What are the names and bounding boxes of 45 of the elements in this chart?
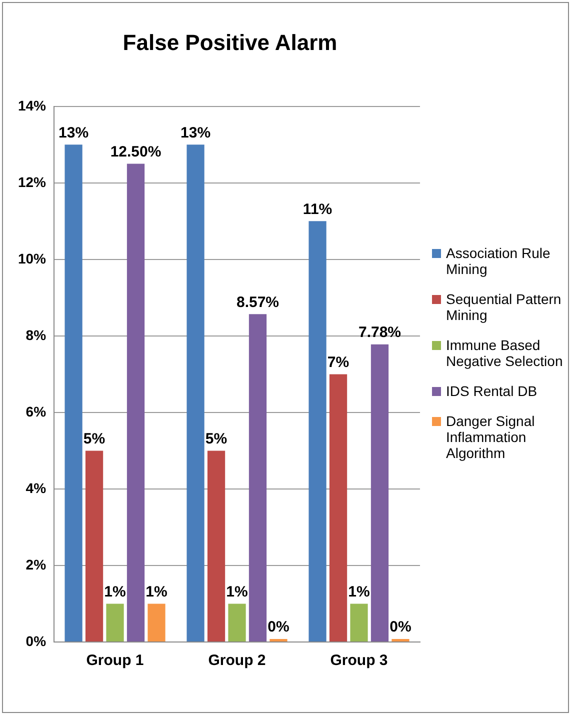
data-label: 0% <box>390 618 412 636</box>
data-label: 1% <box>348 583 370 600</box>
bar <box>248 314 267 642</box>
data-label: 1% <box>104 583 126 600</box>
data-label: 11% <box>302 200 332 218</box>
bar <box>350 604 368 642</box>
y-tick-label: 6% <box>26 403 47 420</box>
y-tick-label: 2% <box>26 556 47 572</box>
bar <box>329 374 348 642</box>
legend-label: Sequential Pattern Mining <box>446 291 562 323</box>
bar <box>106 604 124 642</box>
x-tick-label: Group 1 <box>86 652 144 670</box>
y-tick-label: 8% <box>26 326 47 343</box>
legend-label: Immune Based Negative Selection <box>446 337 564 369</box>
data-label: 8.57% <box>236 294 280 311</box>
bar <box>228 604 246 642</box>
bar <box>85 450 104 642</box>
data-label: 1% <box>146 583 168 600</box>
data-label: 13% <box>180 124 211 142</box>
legend-label: Danger Signal Inflammation Algorithm <box>446 413 536 461</box>
data-label: 12.50% <box>110 143 162 160</box>
bar <box>64 144 82 642</box>
data-label: 13% <box>58 124 89 142</box>
data-label: 5% <box>83 430 106 448</box>
bar <box>207 450 226 642</box>
bar <box>148 604 166 642</box>
bar <box>186 144 204 642</box>
bar <box>126 164 145 642</box>
x-tick-label: Group 3 <box>330 652 388 670</box>
chart-title: False Positive Alarm <box>122 30 338 56</box>
legend-label: IDS Rental DB <box>446 383 538 399</box>
y-tick-label: 14% <box>18 97 47 114</box>
y-tick-label: 10% <box>18 250 47 266</box>
x-tick-label: Group 2 <box>208 652 266 670</box>
bar <box>308 221 326 642</box>
data-label: 5% <box>205 430 228 448</box>
legend-label: Association Rule Mining <box>446 245 552 277</box>
data-label: 7% <box>327 354 350 371</box>
data-label: 7.78% <box>358 324 402 341</box>
y-tick-label: 4% <box>26 480 47 496</box>
y-tick-label: 0% <box>26 632 47 649</box>
data-label: 1% <box>226 583 248 600</box>
y-tick-label: 12% <box>18 174 47 190</box>
data-label: 0% <box>268 618 290 636</box>
bar <box>370 344 389 642</box>
